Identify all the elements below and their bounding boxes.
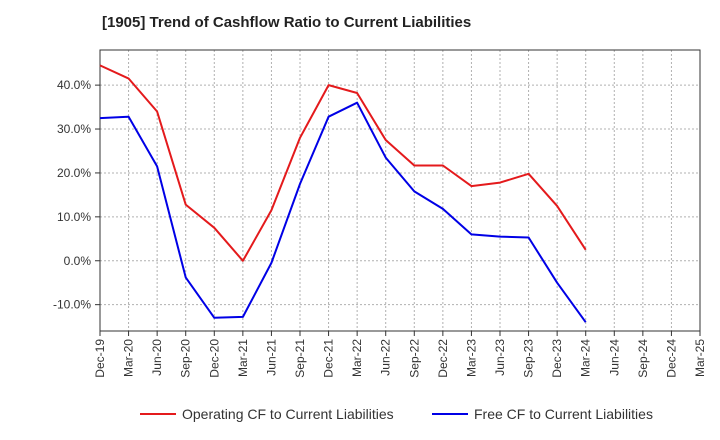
plot-frame (99, 49, 701, 332)
x-tick-label: Sep-23 (522, 339, 536, 378)
y-tick-label: 20.0% (57, 166, 91, 180)
legend-label-2: Free CF to Current Liabilities (474, 406, 653, 422)
y-tick-label: 30.0% (57, 122, 91, 136)
x-tick-label: Dec-24 (664, 339, 678, 378)
x-tick-label: Jun-23 (493, 339, 507, 376)
x-tick-label: Dec-19 (93, 339, 107, 378)
legend-label-1: Operating CF to Current Liabilities (182, 406, 394, 422)
legend: Operating CF to Current Liabilities Free … (140, 406, 653, 422)
x-tick-label: Sep-20 (179, 339, 193, 378)
x-tick-label: Sep-22 (407, 339, 421, 378)
x-tick-label: Jun-22 (379, 339, 393, 376)
series-line-2 (99, 101, 587, 323)
x-tick-label: Sep-21 (293, 339, 307, 378)
x-tick-label: Mar-24 (579, 339, 593, 377)
grid (99, 50, 701, 331)
y-tick-label: -10.0% (53, 298, 91, 312)
x-tick-label: Dec-23 (550, 339, 564, 378)
x-tick-label: Sep-24 (636, 339, 650, 378)
x-tick-label: Mar-21 (236, 339, 250, 377)
x-tick-label: Jun-24 (607, 339, 621, 376)
x-tick-label: Jun-21 (264, 339, 278, 376)
y-tick-label: 0.0% (64, 254, 92, 268)
series-lines (99, 64, 587, 323)
axes: -10.0% 0.0% 10.0% 20.0% 30.0% 40.0% Dec-19 Mar-… (53, 49, 707, 378)
x-tick-label: Jun-20 (150, 339, 164, 376)
x-tick-label: Dec-20 (207, 339, 221, 378)
x-tick-label: Mar-22 (350, 339, 364, 377)
x-tick-label: Mar-20 (122, 339, 136, 377)
series-line-1 (99, 64, 587, 262)
y-tick-label: 10.0% (57, 210, 91, 224)
x-tick-label: Dec-21 (322, 339, 336, 378)
x-tick-label: Dec-22 (436, 339, 450, 378)
chart-title: [1905] Trend of Cashflow Ratio to Curren… (102, 14, 472, 31)
x-tick-label: Mar-25 (693, 339, 707, 377)
x-tick-label: Mar-23 (464, 339, 478, 377)
y-tick-label: 40.0% (57, 78, 91, 92)
